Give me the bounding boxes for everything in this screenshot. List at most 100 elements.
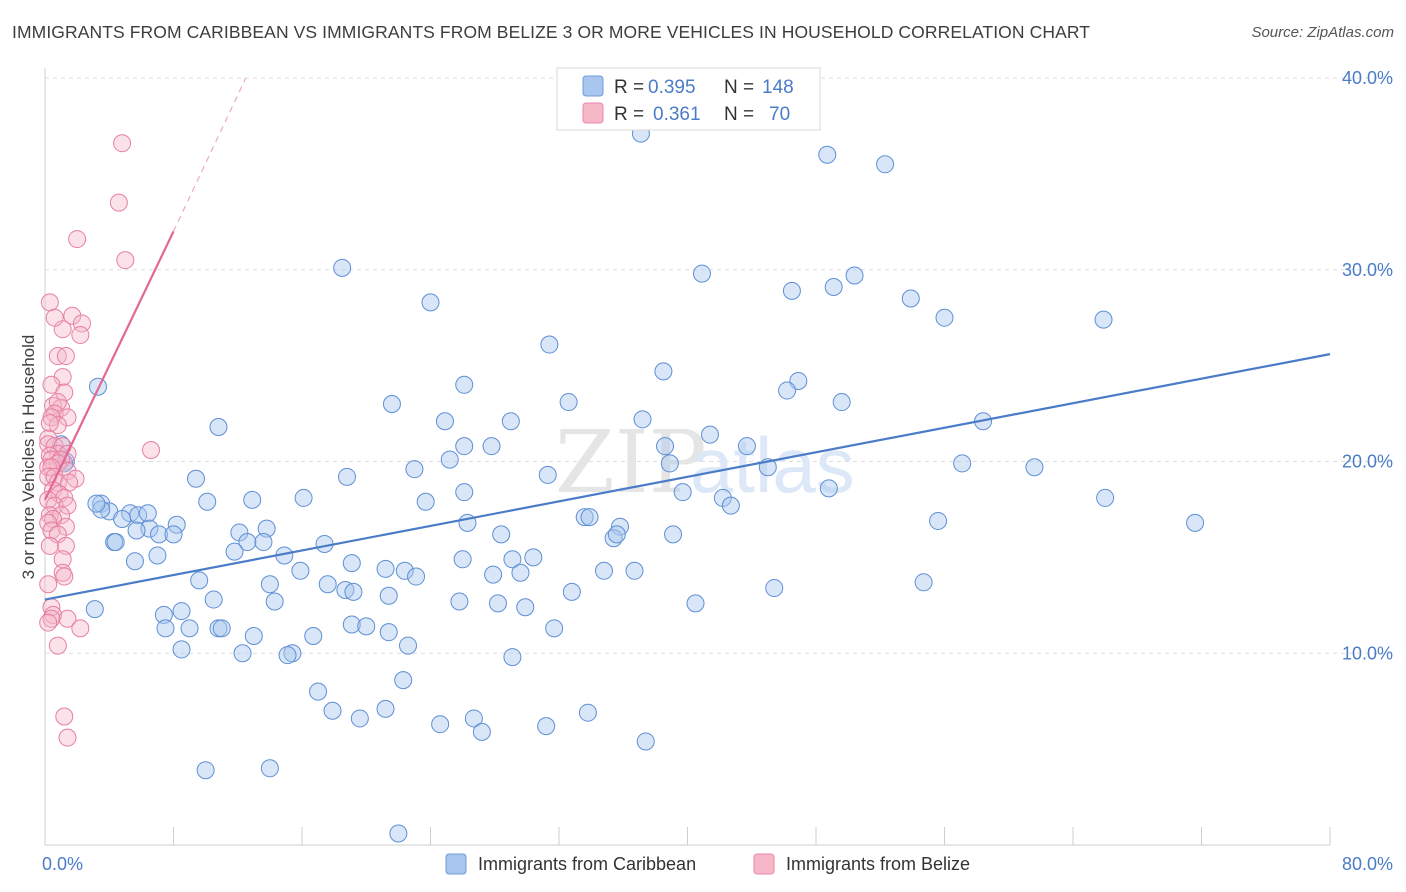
belize-point	[39, 575, 58, 594]
caribbean-point	[845, 266, 864, 285]
belize-point	[68, 230, 87, 249]
caribbean-point	[472, 722, 491, 741]
caribbean-point	[1025, 458, 1044, 477]
caribbean-point	[342, 554, 361, 573]
caribbean-point	[156, 619, 175, 638]
caribbean-point	[85, 600, 104, 619]
caribbean-point	[901, 289, 920, 308]
caribbean-point	[537, 717, 556, 736]
caribbean-point	[819, 479, 838, 498]
caribbean-point	[257, 519, 276, 538]
caribbean-point	[1186, 513, 1205, 532]
caribbean-point	[244, 626, 263, 645]
axes	[44, 68, 1331, 846]
caribbean-point	[233, 644, 252, 663]
caribbean-point	[594, 561, 613, 580]
caribbean-point	[243, 490, 262, 509]
legend-r-value-belize: 0.361	[653, 104, 701, 125]
caribbean-point	[260, 575, 279, 594]
trend-lines	[44, 77, 1331, 601]
caribbean-point	[686, 594, 705, 613]
caribbean-point	[1094, 310, 1113, 329]
y-tick-label: 20.0%	[1342, 452, 1393, 472]
trend-line-belize	[44, 230, 175, 501]
caribbean-point	[198, 492, 217, 511]
caribbean-point	[782, 281, 801, 300]
caribbean-point	[431, 715, 450, 734]
belize-point	[58, 609, 77, 628]
belize-point	[40, 293, 59, 312]
caribbean-point	[167, 515, 186, 534]
caribbean-point	[737, 437, 756, 456]
legend-n-value-caribbean: 148	[762, 77, 794, 98]
belize-point	[40, 414, 59, 433]
watermark: ZIP atlas	[555, 413, 855, 513]
caribbean-point	[516, 598, 535, 617]
caribbean-point	[92, 500, 111, 519]
caribbean-point	[435, 412, 454, 431]
caribbean-point	[333, 258, 352, 277]
y-tick-labels: 10.0% 20.0% 30.0% 40.0%	[1342, 68, 1393, 663]
x-tick-label-min: 0.0%	[42, 854, 83, 874]
caribbean-point	[953, 454, 972, 473]
caribbean-point	[692, 264, 711, 283]
caribbean-point	[172, 640, 191, 659]
caribbean-point	[524, 548, 543, 567]
caribbean-point	[721, 496, 740, 515]
caribbean-point	[778, 381, 797, 400]
caribbean-point	[656, 437, 675, 456]
caribbean-point	[636, 732, 655, 751]
caribbean-point	[180, 619, 199, 638]
caribbean-point	[440, 450, 459, 469]
caribbean-point	[357, 617, 376, 636]
caribbean-point	[376, 699, 395, 718]
caribbean-point	[501, 412, 520, 431]
caribbean-point	[450, 592, 469, 611]
caribbean-point	[407, 567, 426, 586]
caribbean-point	[580, 508, 599, 527]
series-legend: Immigrants from Caribbean Immigrants fro…	[445, 853, 970, 875]
legend-n-label-belize: N =	[724, 104, 754, 125]
belize-point	[55, 383, 74, 402]
chart-source: Source: ZipAtlas.com	[1251, 24, 1394, 41]
caribbean-point	[633, 410, 652, 429]
caribbean-point	[482, 437, 501, 456]
caribbean-point	[127, 521, 146, 540]
caribbean-point	[660, 454, 679, 473]
caribbean-point	[389, 824, 408, 843]
caribbean-point	[405, 460, 424, 479]
legend-r-label-caribbean: R =	[614, 77, 644, 98]
caribbean-point	[204, 590, 223, 609]
belize-point	[40, 536, 59, 555]
caribbean-point	[196, 761, 215, 780]
caribbean-point	[225, 542, 244, 561]
belize-point	[45, 308, 64, 327]
bottom-legend-swatch-belize	[753, 853, 775, 875]
caribbean-point	[1096, 488, 1115, 507]
caribbean-point	[309, 682, 328, 701]
caribbean-point	[832, 393, 851, 412]
caribbean-point	[379, 586, 398, 605]
caribbean-point	[125, 552, 144, 571]
caribbean-point	[395, 561, 414, 580]
caribbean-point	[929, 511, 948, 530]
caribbean-point	[484, 565, 503, 584]
caribbean-point	[376, 559, 395, 578]
caribbean-point	[914, 573, 933, 592]
caribbean-point	[503, 550, 522, 569]
caribbean-point	[337, 467, 356, 486]
belize-point	[48, 636, 67, 655]
caribbean-point	[607, 525, 626, 544]
caribbean-point	[453, 550, 472, 569]
caribbean-point	[416, 492, 435, 511]
legend-swatch-belize	[582, 102, 604, 124]
caribbean-point	[464, 709, 483, 728]
caribbean-point	[394, 671, 413, 690]
y-tick-label: 10.0%	[1342, 643, 1393, 663]
watermark-atlas: atlas	[690, 421, 855, 509]
caribbean-point	[654, 362, 673, 381]
caribbean-point	[318, 575, 337, 594]
caribbean-point	[265, 592, 284, 611]
belize-point	[71, 619, 90, 638]
